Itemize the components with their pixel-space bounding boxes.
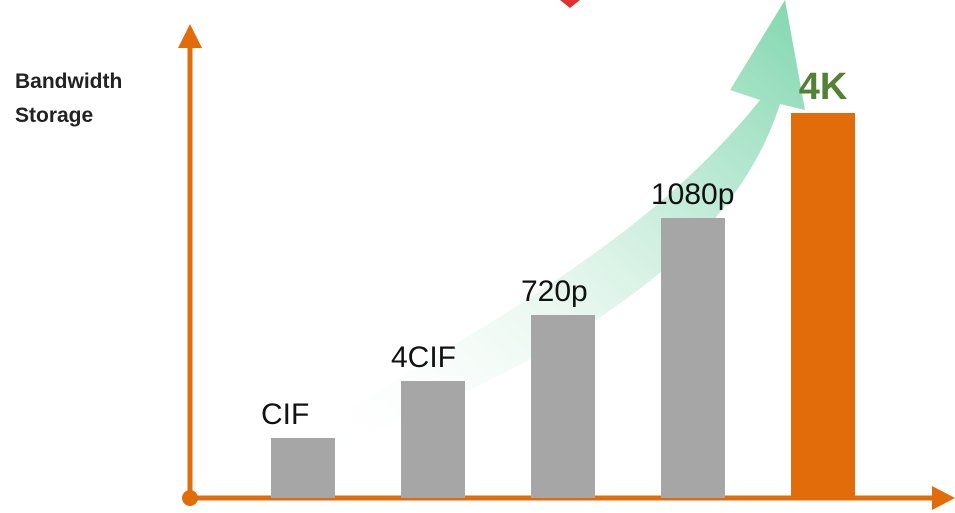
category-label: 720p [521,275,588,308]
category-label: 4K [799,66,848,108]
y-axis-label: Bandwidth [15,70,122,93]
bar [791,113,855,498]
y-axis-arrow [178,24,202,48]
bar [271,438,335,498]
bar [531,315,595,498]
category-label: 1080p [651,178,734,211]
bar [661,218,725,498]
bar [401,381,465,498]
red-mark [560,0,580,8]
y-axis-label: Storage [15,104,93,127]
origin-dot [182,490,198,506]
category-label: CIF [261,398,309,431]
x-axis-arrow [932,486,955,510]
category-label: 4CIF [391,341,456,374]
